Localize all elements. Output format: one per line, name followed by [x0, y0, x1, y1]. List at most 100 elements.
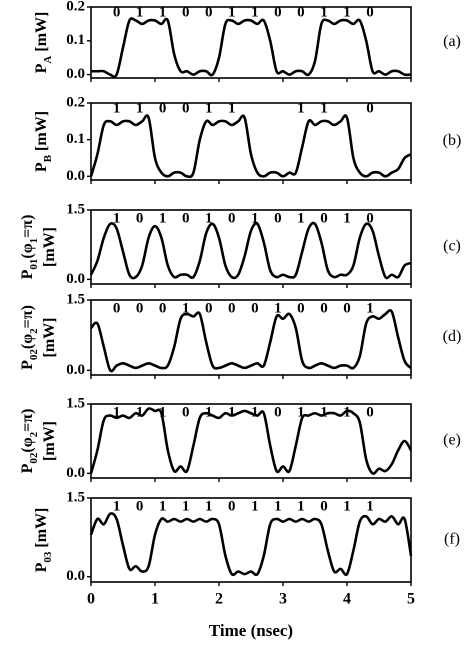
bit-label: 1 — [113, 210, 121, 226]
panel-label: (a) — [443, 33, 461, 50]
bit-label: 1 — [136, 404, 144, 420]
y-axis-label-part: =π) — [19, 215, 36, 238]
curve — [90, 308, 412, 373]
bit-label: 1 — [297, 210, 305, 226]
bit-label: 0 — [274, 4, 282, 20]
y-axis-label: [mW] — [41, 318, 58, 358]
bit-label: 1 — [182, 498, 190, 514]
y-tick-label: 0.0 — [66, 66, 85, 82]
bit-label: 0 — [136, 300, 144, 316]
y-tick-label: 1.5 — [66, 201, 85, 217]
bit-label: 1 — [159, 404, 167, 420]
bit-label: 0 — [228, 300, 236, 316]
bit-label: 1 — [205, 100, 213, 116]
bit-label: 0 — [297, 4, 305, 20]
bit-label: 0 — [366, 404, 374, 420]
bit-label: 0 — [205, 300, 213, 316]
y-axis-label-part: [mW] — [33, 12, 50, 56]
bit-label: 1 — [320, 100, 328, 116]
bit-label: 1 — [113, 404, 121, 420]
y-axis-label-part: 02 — [28, 349, 40, 361]
bit-label: 0 — [205, 4, 213, 20]
y-axis-label-part: (φ — [19, 334, 36, 349]
y-axis-label: PB [mW] — [33, 111, 54, 172]
bit-label: 1 — [320, 404, 328, 420]
bit-label: 1 — [251, 404, 259, 420]
bit-label: 0 — [366, 4, 374, 20]
bit-label: 1 — [251, 210, 259, 226]
x-tick-label: 4 — [343, 591, 351, 608]
y-axis-label-part: 2 — [28, 328, 40, 334]
y-axis-label-part: 2 — [28, 431, 40, 437]
curve — [89, 221, 412, 280]
y-axis-label-part: [mW] — [41, 421, 58, 461]
bit-label: 1 — [159, 4, 167, 20]
y-axis-label: [mW] — [41, 421, 58, 461]
y-tick-label: 0.2 — [66, 94, 85, 110]
bit-label: 0 — [228, 210, 236, 226]
x-tick-label: 5 — [407, 591, 415, 608]
panel-label: (d) — [443, 328, 462, 345]
y-axis-label-part: 1 — [28, 238, 40, 244]
bit-label: 0 — [320, 210, 328, 226]
y-tick-label: 1.5 — [66, 489, 85, 505]
y-axis-label: [mW] — [41, 227, 58, 267]
bit-label: 1 — [251, 4, 259, 20]
plot-frame — [90, 497, 412, 583]
bit-label: 1 — [343, 4, 351, 20]
y-axis-label-part: [mW] — [41, 318, 58, 358]
bit-label: 0 — [274, 210, 282, 226]
bit-label: 1 — [159, 210, 167, 226]
bit-label: 0 — [136, 210, 144, 226]
y-axis-label-part: P — [33, 562, 50, 572]
y-axis-label: P01(φ1=π) — [19, 215, 40, 280]
curve — [89, 407, 413, 475]
y-axis-label: PA [mW] — [33, 12, 54, 74]
bit-label: 1 — [182, 300, 190, 316]
bit-label: 1 — [343, 498, 351, 514]
bit-label: 0 — [297, 300, 305, 316]
y-axis-label: P03 [mW] — [33, 508, 54, 573]
bit-label: 0 — [182, 404, 190, 420]
bit-label: 1 — [274, 300, 282, 316]
bit-label: 0 — [274, 404, 282, 420]
y-axis-label-part: P — [19, 463, 36, 473]
bit-label: 0 — [159, 300, 167, 316]
bit-label: 1 — [297, 100, 305, 116]
bit-label: 0 — [113, 300, 121, 316]
bit-label: 1 — [297, 404, 305, 420]
bit-label: 1 — [274, 498, 282, 514]
bit-label: 1 — [366, 300, 374, 316]
bit-label: 1 — [366, 498, 374, 514]
bit-label: 1 — [113, 498, 121, 514]
curve — [89, 512, 413, 577]
y-axis-label: P02(φ2=π) — [19, 409, 40, 474]
y-axis-label-part: =π) — [19, 305, 36, 328]
bit-label: 0 — [136, 498, 144, 514]
bit-label: 0 — [182, 210, 190, 226]
bit-label: 0 — [182, 4, 190, 20]
bit-label: 1 — [228, 100, 236, 116]
bit-label: 0 — [366, 210, 374, 226]
bit-label: 1 — [228, 404, 236, 420]
bit-label: 0 — [343, 300, 351, 316]
panel-label: (f) — [444, 531, 460, 548]
bit-label: 0 — [159, 100, 167, 116]
y-axis-label-part: [mW] — [33, 111, 50, 155]
bit-label: 1 — [297, 498, 305, 514]
x-tick-label: 1 — [151, 591, 159, 608]
y-axis-label: P02(φ2=π) — [19, 305, 40, 370]
panel-label: (b) — [443, 132, 462, 149]
y-axis-label-part: =π) — [19, 409, 36, 432]
plot-frame — [90, 6, 412, 79]
y-axis-label-part: (φ — [19, 243, 36, 258]
bit-label: 1 — [205, 498, 213, 514]
y-axis-label-part: 03 — [42, 551, 54, 563]
bit-label: 1 — [251, 498, 259, 514]
panel-label: (e) — [443, 432, 461, 449]
bit-label: 1 — [113, 100, 121, 116]
y-axis-label-part: P — [19, 360, 36, 370]
y-axis-label-part: (φ — [19, 437, 36, 452]
y-tick-label: 0.0 — [66, 362, 85, 378]
